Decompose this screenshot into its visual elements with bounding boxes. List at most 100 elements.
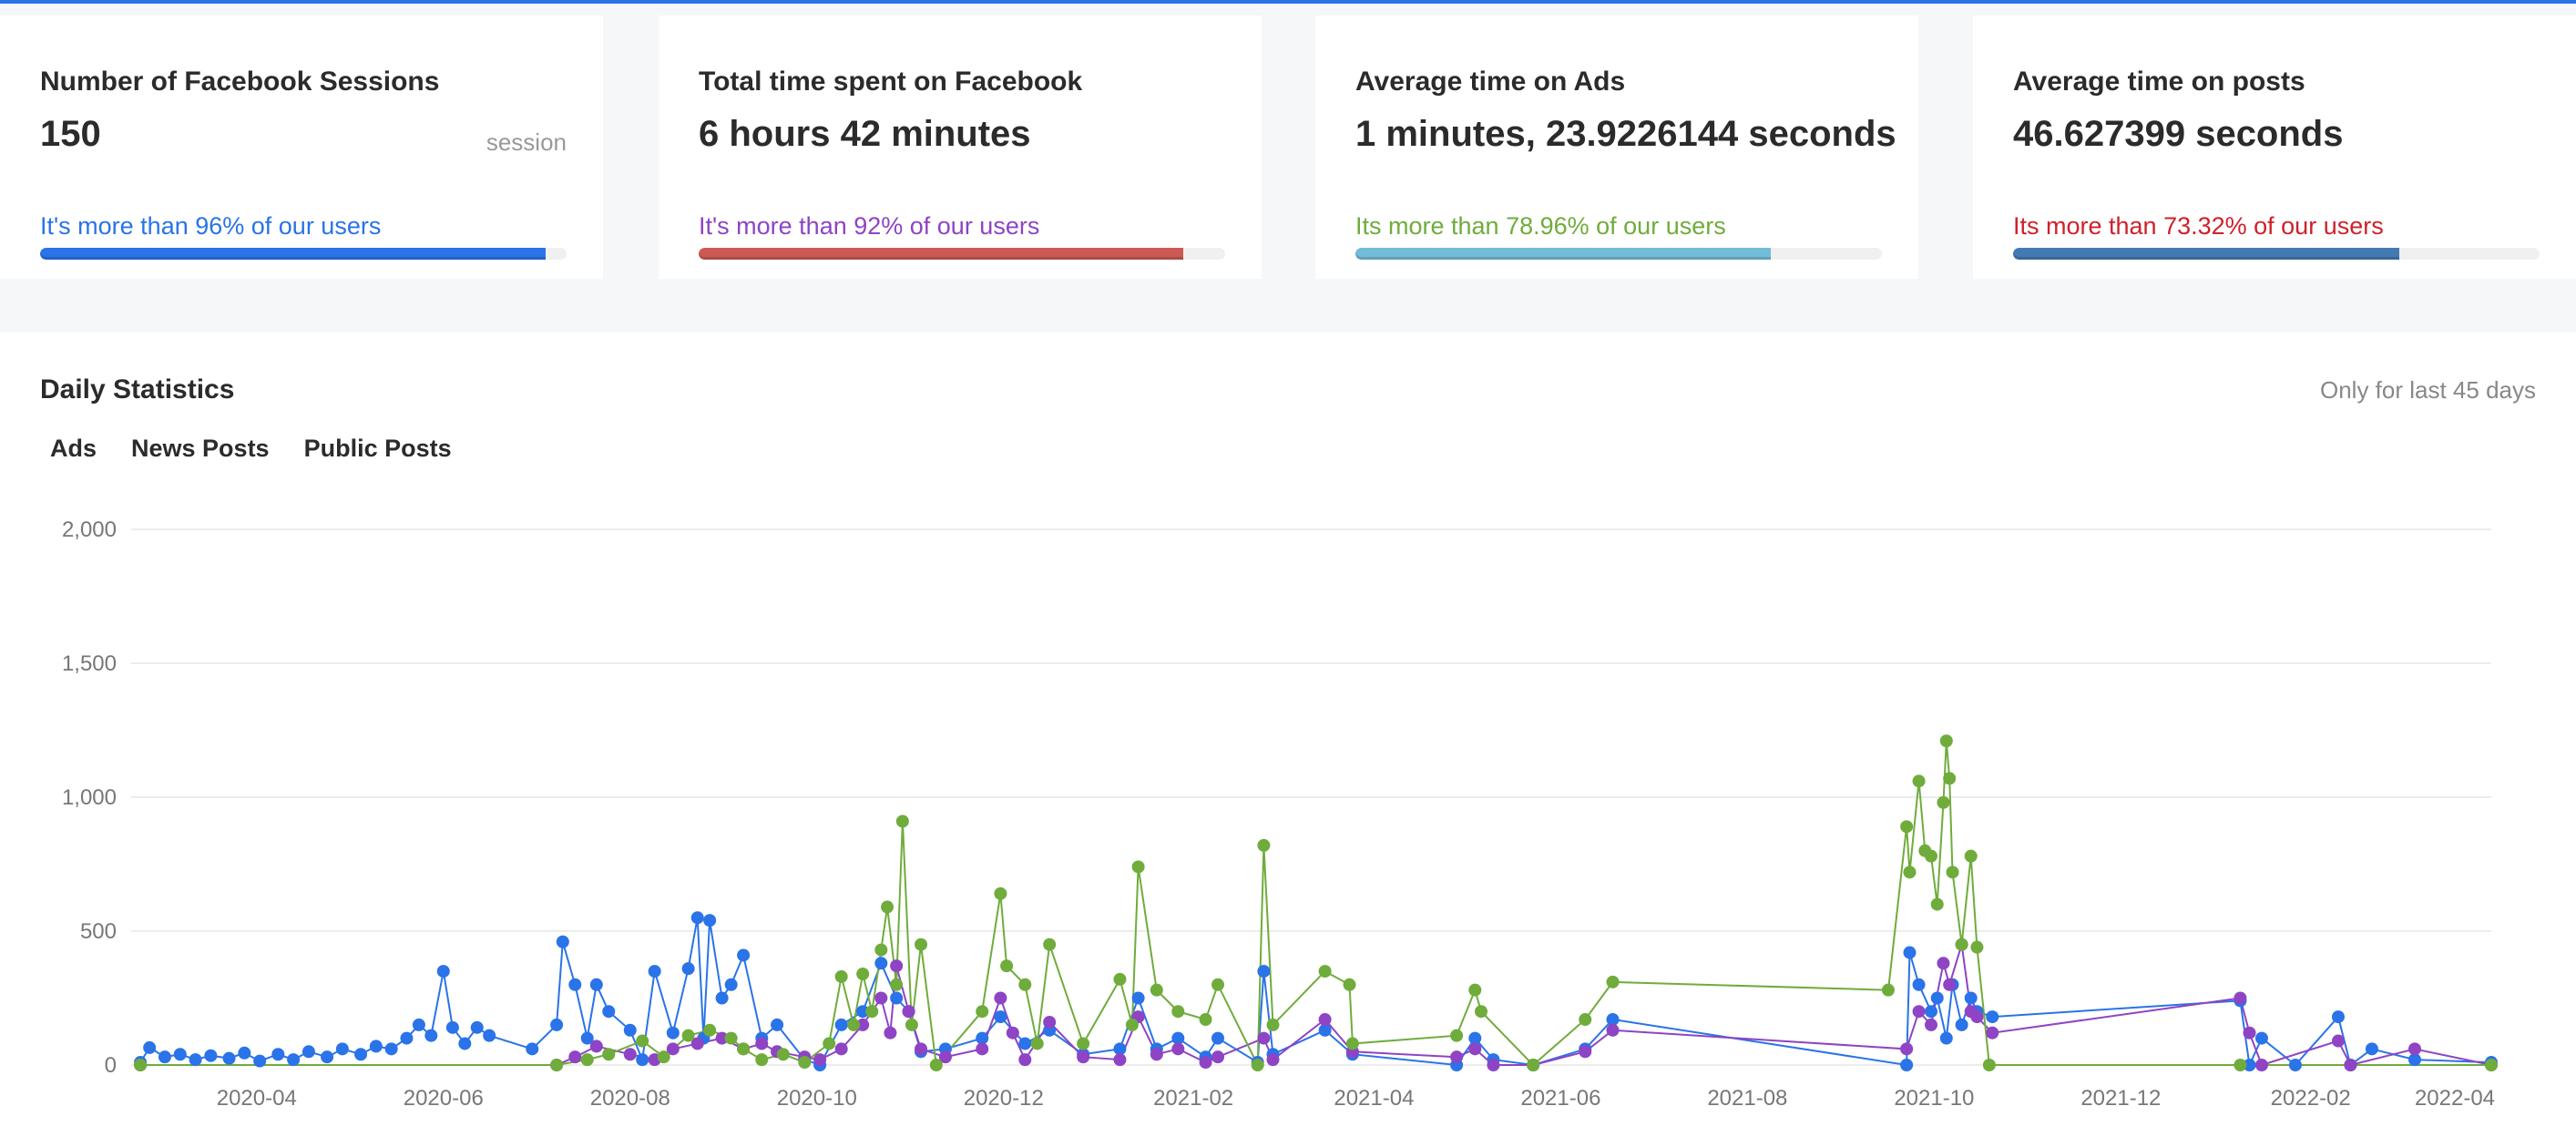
data-point: [1251, 1059, 1264, 1071]
data-point: [2254, 1059, 2268, 1071]
data-point: [1211, 978, 1225, 991]
data-point: [1912, 978, 1926, 991]
x-tick-label: 2021-12: [2080, 1086, 2161, 1111]
y-tick-label: 1,000: [62, 785, 117, 810]
data-point: [856, 1005, 870, 1019]
data-point: [994, 991, 1007, 1005]
data-point: [1964, 991, 1978, 1005]
data-point: [2234, 1059, 2247, 1071]
data-point: [976, 1005, 989, 1019]
data-point: [1970, 940, 1984, 954]
data-point: [813, 1053, 827, 1067]
data-point: [690, 911, 704, 925]
data-point: [1171, 1042, 1185, 1056]
card-title: Number of Facebook Sessions: [40, 67, 440, 97]
data-point: [1903, 866, 1917, 879]
x-tick-label: 2021-04: [1334, 1086, 1414, 1111]
data-point: [1171, 1031, 1185, 1045]
data-point: [666, 1026, 680, 1040]
data-point: [1131, 860, 1145, 874]
data-point: [1943, 978, 1957, 991]
data-point: [204, 1049, 218, 1062]
data-point: [158, 1050, 171, 1064]
data-point: [1881, 983, 1895, 997]
data-point: [2331, 1010, 2345, 1024]
data-point: [1955, 937, 1968, 951]
data-point: [1113, 1042, 1127, 1056]
data-point: [2254, 1031, 2268, 1045]
data-point: [1113, 972, 1127, 986]
data-point: [834, 1018, 848, 1031]
card-comparison: It's more than 92% of our users: [699, 212, 1040, 240]
data-point: [1937, 795, 1950, 809]
data-point: [1970, 1010, 1984, 1024]
data-point: [1955, 1018, 1968, 1031]
data-point: [737, 948, 751, 962]
data-point: [1925, 849, 1938, 863]
data-point: [1986, 1010, 1999, 1024]
data-point: [436, 965, 450, 978]
data-point: [1318, 1023, 1332, 1037]
data-point: [2234, 991, 2247, 1005]
card-title: Average time on posts: [2013, 67, 2305, 97]
data-point: [771, 1018, 784, 1031]
data-point: [589, 1040, 603, 1053]
stat-card: Total time spent on Facebook 6 hours 42 …: [659, 15, 1262, 279]
data-point: [1018, 978, 1032, 991]
data-point: [1077, 1050, 1090, 1064]
data-point: [798, 1056, 812, 1070]
data-point: [890, 978, 904, 991]
data-point: [976, 1031, 989, 1045]
data-point: [703, 1023, 717, 1037]
legend-public-posts[interactable]: Public Posts: [303, 435, 452, 462]
data-point: [1900, 820, 1914, 834]
data-point: [755, 1037, 769, 1050]
data-point: [1964, 849, 1978, 863]
data-point: [2407, 1042, 2421, 1056]
data-point: [589, 978, 603, 991]
data-point: [623, 1048, 637, 1061]
data-point: [1043, 937, 1057, 951]
data-point: [915, 1042, 928, 1056]
data-point: [1930, 991, 1944, 1005]
legend-news-posts[interactable]: News Posts: [131, 435, 270, 462]
data-point: [648, 965, 661, 978]
data-point: [657, 1050, 670, 1064]
panel-note: Only for last 45 days: [2320, 376, 2536, 404]
data-point: [321, 1050, 334, 1064]
data-point: [1211, 1050, 1225, 1064]
stat-card: Average time on posts 46.627399 seconds …: [1973, 15, 2576, 279]
data-point: [412, 1018, 425, 1031]
legend-ads[interactable]: Ads: [50, 435, 97, 462]
data-point: [526, 1042, 539, 1056]
data-point: [1606, 1013, 1620, 1027]
x-tick-label: 2022-04: [2415, 1086, 2495, 1111]
data-point: [938, 1050, 952, 1064]
data-point: [602, 1005, 616, 1019]
data-point: [602, 1048, 616, 1061]
card-comparison: Its more than 78.96% of our users: [1355, 212, 1726, 240]
card-unit: session: [486, 128, 567, 156]
data-point: [1150, 1048, 1163, 1061]
data-point: [881, 900, 894, 914]
data-point: [1150, 983, 1163, 997]
data-point: [271, 1048, 285, 1061]
data-point: [580, 1053, 594, 1067]
data-point: [1606, 1023, 1620, 1037]
data-point: [834, 1042, 848, 1056]
data-point: [2288, 1059, 2302, 1071]
y-tick-label: 2,000: [62, 517, 117, 542]
data-point: [1900, 1059, 1914, 1071]
panel-title: Daily Statistics: [40, 374, 235, 405]
data-point: [890, 991, 904, 1005]
chart-legend: Ads News Posts Public Posts: [50, 435, 452, 463]
data-point: [874, 943, 888, 957]
card-title: Average time on Ads: [1355, 67, 1626, 97]
data-point: [856, 1018, 870, 1031]
data-point: [636, 1053, 649, 1067]
data-point: [1487, 1059, 1500, 1071]
data-point: [834, 969, 848, 983]
data-point: [1030, 1037, 1044, 1050]
data-point: [287, 1053, 301, 1067]
daily-statistics-chart: 0 500 1,000 1,500 2,000 2020-04 2020-06 2020-08…: [62, 517, 2498, 1111]
